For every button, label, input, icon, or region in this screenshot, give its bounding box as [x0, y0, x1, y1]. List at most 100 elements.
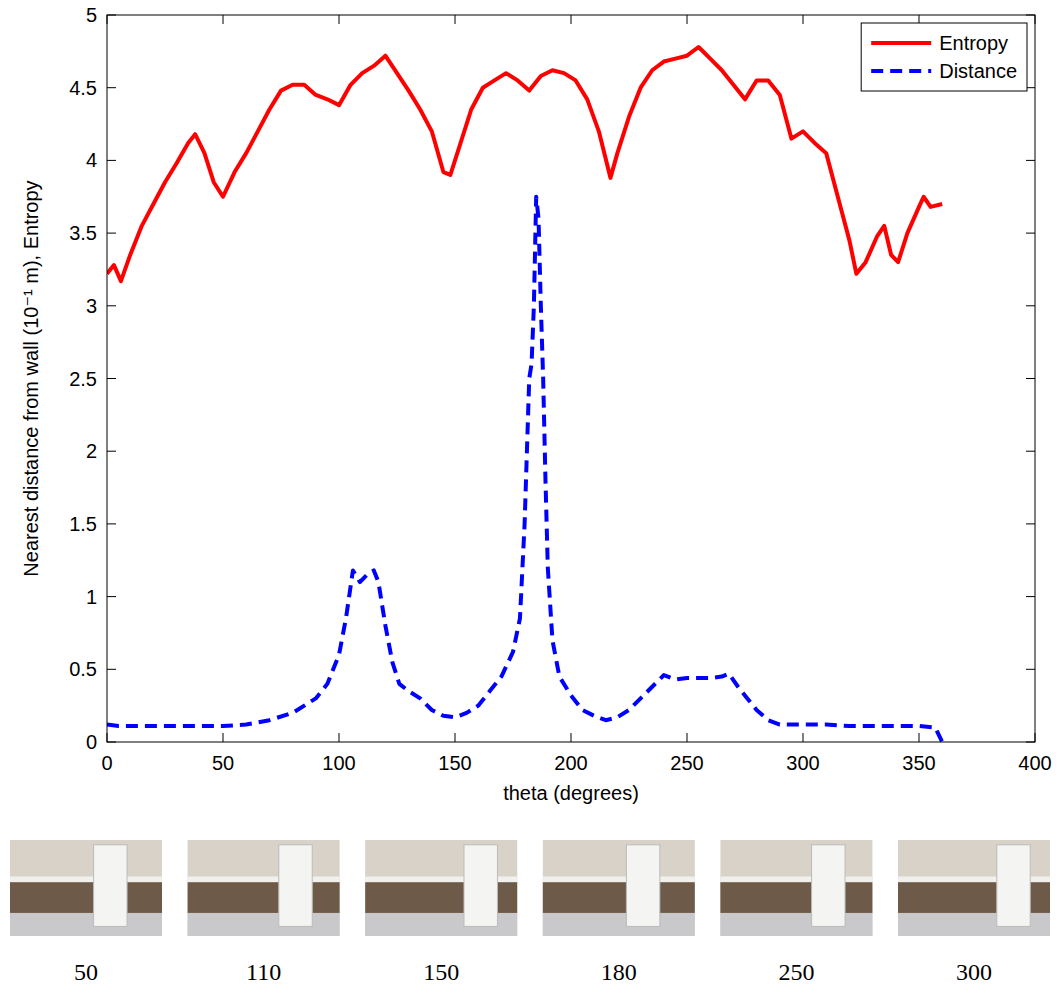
thumbnail-label: 150 — [423, 959, 459, 985]
y-tick-label: 5 — [86, 4, 97, 26]
thumbnail-label: 110 — [246, 959, 281, 985]
y-tick — [1026, 160, 1035, 161]
x-tick — [687, 733, 688, 742]
figure: 0 50 100 150 200 250 300 350 400 0 0.5 1 1.5 2 2.5 3 3.5… — [0, 0, 1060, 1004]
thumbnail — [898, 840, 1050, 936]
y-tick — [107, 305, 116, 306]
x-tick-label: 200 — [554, 752, 587, 774]
legend-swatch — [871, 69, 931, 73]
thumbnail — [10, 840, 162, 936]
y-tick — [1026, 669, 1035, 670]
y-tick — [107, 378, 116, 379]
x-tick-label: 150 — [438, 752, 471, 774]
thumbnail-rail — [188, 876, 340, 882]
y-tick-label: 1 — [86, 586, 97, 608]
x-tick — [223, 733, 224, 742]
x-tick-label: 50 — [212, 752, 234, 774]
y-tick — [107, 596, 116, 597]
y-tick — [1026, 378, 1035, 379]
x-tick-label: 100 — [322, 752, 355, 774]
thumbnail-rail — [720, 876, 872, 882]
y-tick-label: 4 — [86, 149, 97, 171]
x-tick — [687, 15, 688, 24]
thumbnail-wall — [543, 840, 695, 936]
thumbnail — [720, 840, 872, 936]
thumbnail — [543, 840, 695, 936]
thumbnail-wall — [898, 840, 1050, 936]
thumbnail-wall — [10, 840, 162, 936]
thumbnail-floor — [720, 913, 872, 936]
y-tick — [107, 87, 116, 88]
thumbnail-door — [812, 845, 845, 927]
y-tick-label: 2 — [86, 440, 97, 462]
x-tick — [339, 15, 340, 24]
x-tick — [803, 15, 804, 24]
y-tick — [1026, 523, 1035, 524]
x-tick — [223, 15, 224, 24]
thumbnail — [365, 840, 517, 936]
legend-box — [861, 23, 1027, 91]
thumbnail-rail — [543, 876, 695, 882]
thumbnail-wainscot — [188, 882, 340, 913]
thumbnail-wainscot — [720, 882, 872, 913]
series-group — [107, 47, 942, 742]
y-tick — [107, 233, 116, 234]
y-tick-label: 4.5 — [69, 77, 97, 99]
y-tick — [107, 669, 116, 670]
thumbnail-door — [626, 845, 659, 927]
y-tick-label: 1.5 — [69, 513, 97, 535]
thumbnail-floor — [10, 913, 162, 936]
y-tick-label: 0 — [86, 731, 97, 753]
legend: Entropy Distance — [861, 23, 1027, 91]
thumbnail-wall — [720, 840, 872, 936]
x-tick-label: 300 — [786, 752, 819, 774]
x-axis-title: theta (degrees) — [503, 782, 639, 804]
x-tick — [803, 733, 804, 742]
series-line — [107, 47, 942, 281]
x-tick-label: 400 — [1018, 752, 1051, 774]
x-tick — [571, 733, 572, 742]
thumbnail-wainscot — [10, 882, 162, 913]
thumbnail-wainscot — [543, 882, 695, 913]
thumbnail-label: 300 — [956, 959, 992, 985]
x-tick — [455, 733, 456, 742]
x-tick — [455, 15, 456, 24]
thumbnail-floor — [188, 913, 340, 936]
legend-swatch — [871, 41, 931, 45]
y-tick — [107, 160, 116, 161]
y-tick — [1026, 305, 1035, 306]
thumbnail-rail — [10, 876, 162, 882]
x-tick — [919, 733, 920, 742]
thumbnail-label: 250 — [778, 959, 814, 985]
series-line — [107, 197, 942, 742]
x-tick — [339, 733, 340, 742]
thumbnail-label: 50 — [74, 959, 98, 985]
thumbnail-door — [279, 845, 312, 927]
legend-label: Distance — [939, 60, 1017, 82]
y-tick — [107, 451, 116, 452]
y-tick — [1026, 451, 1035, 452]
thumbnail-wall — [365, 840, 517, 936]
x-tick-label: 350 — [902, 752, 935, 774]
x-tick-label: 0 — [101, 752, 112, 774]
thumbnail-label: 180 — [601, 959, 637, 985]
y-tick-label: 3.5 — [69, 222, 97, 244]
thumbnail-wall — [188, 840, 340, 936]
y-axis-title: Nearest distance from wall (10⁻¹ m), Ent… — [20, 180, 42, 576]
y-tick — [1026, 233, 1035, 234]
x-tick-label: 250 — [670, 752, 703, 774]
thumbnail-door — [464, 845, 497, 927]
y-tick — [1026, 596, 1035, 597]
y-tick-label: 2.5 — [69, 368, 97, 390]
thumbnail-door — [94, 845, 127, 927]
legend-label: Entropy — [939, 32, 1008, 54]
thumbnail — [188, 840, 340, 936]
thumbnail-floor — [543, 913, 695, 936]
plot-area — [107, 15, 1035, 742]
y-tick-label: 3 — [86, 295, 97, 317]
thumbnail-door — [997, 845, 1030, 927]
plot-frame — [107, 15, 1035, 742]
y-tick-label: 0.5 — [69, 658, 97, 680]
y-tick — [107, 523, 116, 524]
x-tick — [571, 15, 572, 24]
